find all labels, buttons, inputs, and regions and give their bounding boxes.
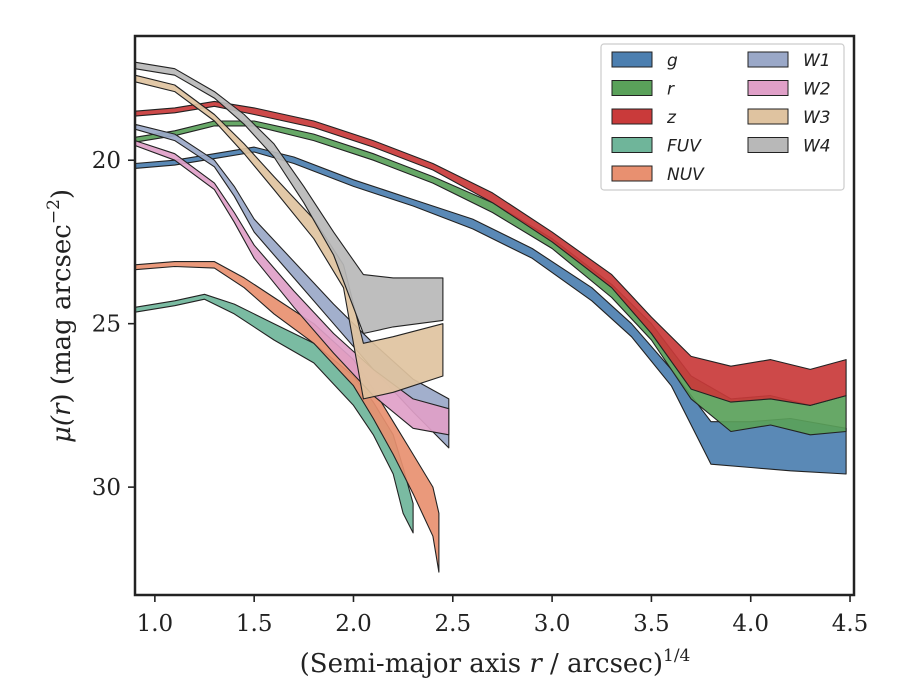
x-tick-label: 4.0 bbox=[732, 611, 769, 637]
y-tick-label: 30 bbox=[92, 475, 121, 501]
series-band-w4 bbox=[134, 61, 444, 335]
legend-swatch-w4 bbox=[747, 137, 789, 153]
legend-label-w3: W3 bbox=[803, 108, 831, 128]
x-tick-label: 4.5 bbox=[832, 611, 869, 637]
series-band-z bbox=[134, 100, 847, 406]
legend-swatch-fuv bbox=[611, 137, 653, 153]
x-tick-label: 3.5 bbox=[633, 611, 670, 637]
series-band-w3 bbox=[134, 74, 444, 400]
series-band-fuv bbox=[134, 293, 414, 534]
x-tick-label: 2.5 bbox=[435, 611, 472, 637]
x-tick-label: 2.0 bbox=[335, 611, 372, 637]
legend-label-fuv: FUV bbox=[667, 137, 702, 157]
x-axis-ticks: 1.0 1.5 2.0 2.5 3.0 3.5 4.0 4.5 bbox=[137, 595, 869, 637]
x-tick-label: 1.5 bbox=[236, 611, 273, 637]
y-axis-ticks: 20 25 30 bbox=[92, 148, 135, 501]
legend-swatch-r bbox=[611, 80, 653, 96]
legend-label-nuv: NUV bbox=[667, 165, 705, 185]
legend-swatch-z bbox=[611, 108, 653, 125]
legend-swatch-nuv bbox=[611, 165, 653, 182]
x-axis-label: (Semi-major axis r / arcsec)1/4 bbox=[300, 646, 691, 679]
y-tick-label: 25 bbox=[92, 312, 121, 338]
legend-label-w2: W2 bbox=[803, 80, 831, 100]
legend-label-g: g bbox=[667, 51, 678, 71]
series-band-nuv bbox=[134, 261, 440, 573]
legend-swatch-w3 bbox=[747, 108, 789, 125]
y-axis-label: μ(r) (mag arcsec−2) bbox=[44, 189, 77, 443]
y-tick-label: 20 bbox=[92, 148, 121, 174]
legend-swatch-w2 bbox=[747, 80, 789, 96]
legend-swatch-w1 bbox=[747, 51, 789, 68]
legend-label-z: z bbox=[666, 108, 677, 128]
series-band-w2 bbox=[134, 140, 450, 436]
legend-swatch-g bbox=[611, 51, 653, 68]
legend: grz FUV NUV W1 W2 W3 W4 bbox=[600, 43, 845, 191]
series-layer bbox=[134, 61, 847, 573]
legend-label-r: r bbox=[667, 80, 675, 100]
x-tick-label: 3.0 bbox=[534, 611, 571, 637]
series-band-g bbox=[134, 146, 847, 475]
legend-label-w1: W1 bbox=[803, 51, 831, 71]
legend-label-w4: W4 bbox=[803, 137, 831, 157]
x-tick-label: 1.0 bbox=[137, 611, 174, 637]
plot-frame bbox=[133, 34, 856, 597]
